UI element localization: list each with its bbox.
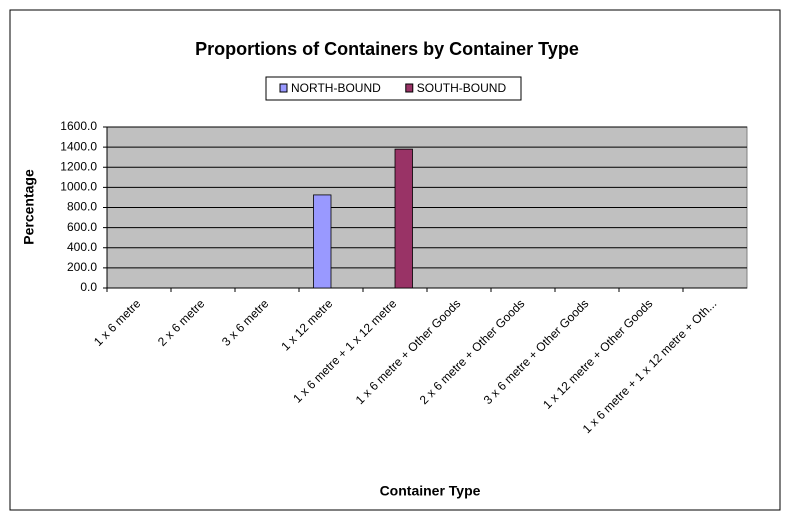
y-tick-label: 200.0 bbox=[67, 260, 97, 274]
legend-swatch bbox=[279, 83, 288, 93]
y-tick-label: 1000.0 bbox=[60, 180, 97, 194]
bar bbox=[394, 148, 413, 289]
y-tick-label: 600.0 bbox=[67, 220, 97, 234]
y-tick-label: 1400.0 bbox=[60, 139, 97, 153]
y-tick-label: 1200.0 bbox=[60, 159, 97, 173]
y-tick-label: 800.0 bbox=[67, 200, 97, 214]
y-tick-label: 1600.0 bbox=[60, 119, 97, 133]
legend-swatch bbox=[405, 83, 414, 93]
chart-title: Proportions of Containers by Container T… bbox=[195, 39, 579, 59]
x-axis-title: Container Type bbox=[380, 483, 481, 499]
y-tick-label: 0.0 bbox=[80, 280, 97, 294]
bar bbox=[313, 194, 332, 289]
legend-label: NORTH-BOUND bbox=[291, 81, 381, 95]
y-tick-label: 400.0 bbox=[67, 240, 97, 254]
legend-label: SOUTH-BOUND bbox=[417, 81, 507, 95]
y-axis-title: Percentage bbox=[21, 169, 37, 245]
legend-box bbox=[265, 76, 522, 101]
